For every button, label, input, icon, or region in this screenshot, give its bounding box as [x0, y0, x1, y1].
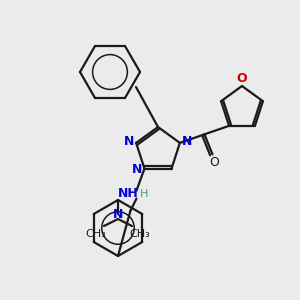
Text: NH: NH: [118, 187, 139, 200]
Text: N: N: [182, 135, 192, 148]
Text: O: O: [209, 156, 219, 169]
Text: N: N: [113, 208, 123, 220]
Text: H: H: [140, 189, 149, 199]
Text: N: N: [124, 135, 134, 148]
Text: N: N: [132, 163, 143, 176]
Text: CH₃: CH₃: [130, 229, 150, 239]
Text: O: O: [237, 73, 247, 85]
Text: CH₃: CH₃: [85, 229, 106, 239]
